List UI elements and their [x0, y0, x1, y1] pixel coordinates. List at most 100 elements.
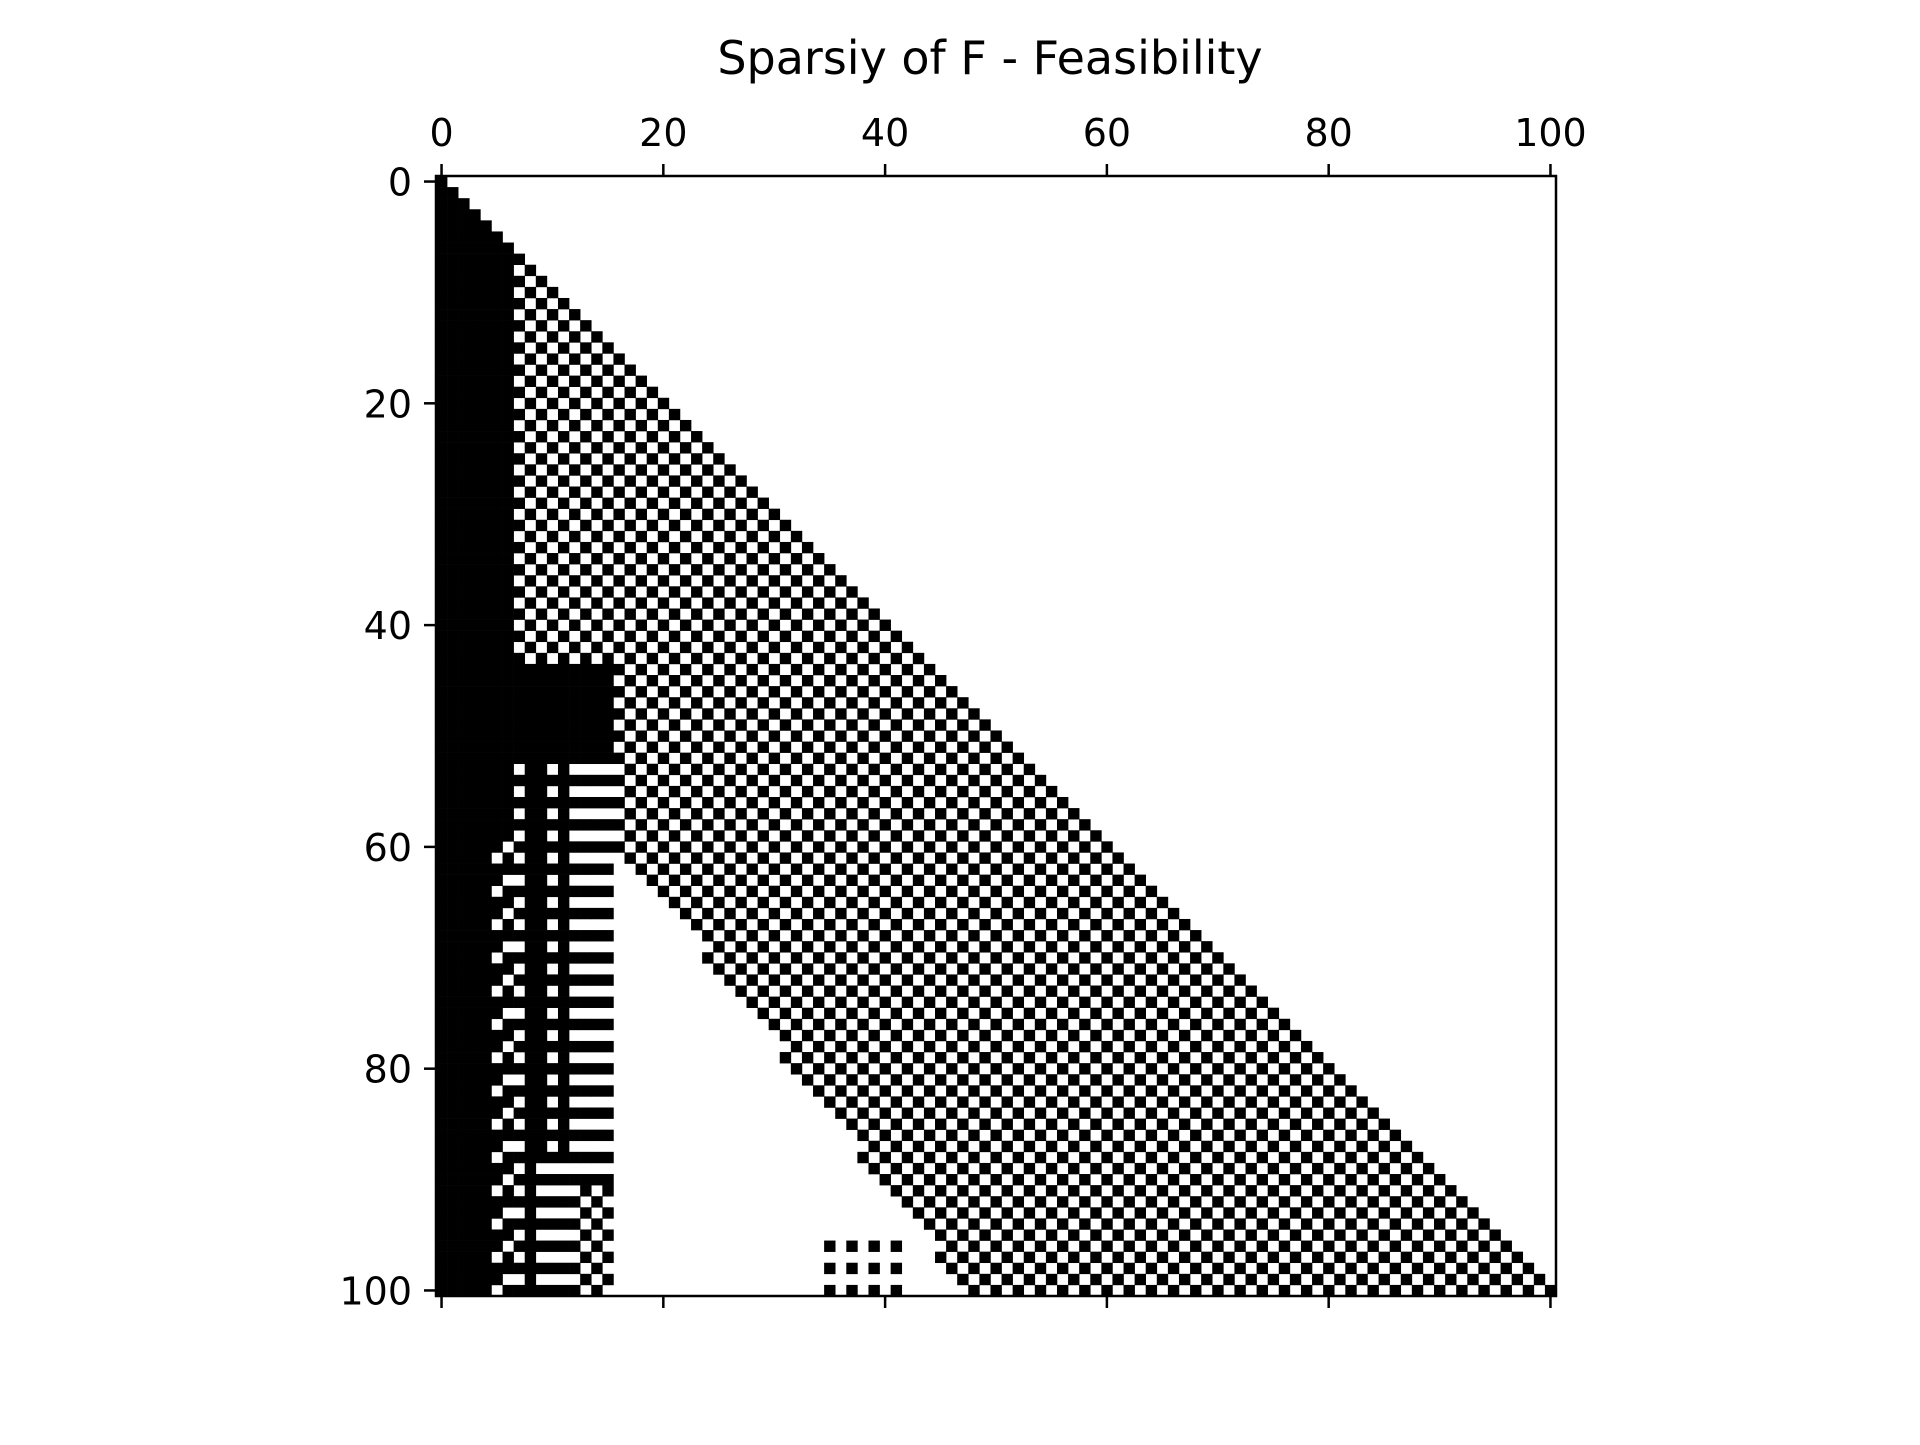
nonzero-cell	[546, 907, 559, 920]
nonzero-cell	[447, 1185, 459, 1197]
nonzero-cell	[857, 841, 869, 853]
nonzero-cell	[546, 464, 559, 476]
nonzero-cell	[1056, 907, 1069, 920]
nonzero-cell	[491, 275, 503, 288]
nonzero-cell	[1323, 1218, 1335, 1230]
nonzero-cell	[990, 885, 1002, 898]
nonzero-cell	[447, 1118, 459, 1130]
nonzero-cell	[1001, 1118, 1013, 1130]
nonzero-cell	[480, 253, 492, 266]
nonzero-cell	[447, 1196, 459, 1208]
nonzero-cell	[813, 575, 825, 587]
nonzero-cell	[580, 608, 592, 620]
nonzero-cell	[557, 652, 570, 665]
nonzero-cell	[1434, 1196, 1446, 1208]
nonzero-cell	[491, 475, 503, 487]
nonzero-cell	[1212, 974, 1224, 986]
nonzero-cell	[1400, 1207, 1413, 1219]
nonzero-cell	[491, 497, 503, 509]
nonzero-cell	[868, 808, 880, 820]
nonzero-cell	[458, 885, 470, 898]
nonzero-cell	[480, 1284, 492, 1297]
nonzero-cell	[1356, 1207, 1368, 1219]
nonzero-cell	[535, 564, 548, 576]
nonzero-cell	[1334, 1251, 1346, 1264]
nonzero-cell	[535, 1218, 548, 1230]
nonzero-cell	[480, 630, 492, 643]
nonzero-cell	[702, 863, 714, 875]
nonzero-cell	[1201, 1052, 1213, 1064]
nonzero-cell	[901, 752, 914, 765]
nonzero-cell	[713, 497, 725, 509]
nonzero-cell	[1478, 1218, 1490, 1230]
nonzero-cell	[835, 708, 847, 720]
nonzero-cell	[790, 530, 803, 543]
nonzero-cell	[923, 752, 936, 765]
nonzero-cell	[968, 730, 980, 742]
nonzero-cell	[1178, 1251, 1191, 1264]
nonzero-cell	[436, 375, 448, 387]
nonzero-cell	[1079, 1151, 1091, 1164]
nonzero-cell	[458, 297, 470, 310]
nonzero-cell	[480, 597, 492, 609]
nonzero-cell	[524, 830, 537, 842]
nonzero-cell	[502, 1018, 514, 1031]
nonzero-cell	[480, 719, 492, 731]
nonzero-cell	[480, 941, 492, 953]
nonzero-cell	[1068, 941, 1080, 953]
nonzero-cell	[535, 830, 548, 842]
nonzero-cell	[469, 1185, 481, 1197]
nonzero-cell	[1023, 763, 1036, 776]
nonzero-cell	[1090, 1007, 1102, 1020]
nonzero-cell	[535, 963, 548, 975]
nonzero-cell	[801, 719, 814, 731]
nonzero-cell	[912, 675, 925, 687]
nonzero-cell	[1256, 1196, 1268, 1208]
nonzero-cell	[979, 830, 991, 842]
nonzero-cell	[480, 796, 492, 809]
nonzero-cell	[779, 1052, 792, 1064]
nonzero-cell	[1256, 1063, 1268, 1075]
nonzero-cell	[1056, 952, 1069, 964]
nonzero-cell	[813, 1040, 825, 1053]
nonzero-cell	[469, 419, 481, 432]
nonzero-cell	[912, 719, 925, 731]
nonzero-cell	[768, 553, 781, 565]
nonzero-cell	[946, 1018, 958, 1031]
nonzero-cell	[1012, 841, 1025, 853]
nonzero-cell	[1056, 1129, 1069, 1142]
nonzero-cell	[979, 1118, 991, 1130]
nonzero-cell	[668, 652, 681, 665]
nonzero-cell	[546, 1262, 559, 1275]
nonzero-cell	[923, 996, 936, 1008]
nonzero-cell	[502, 663, 514, 676]
nonzero-cell	[480, 353, 492, 365]
nonzero-cell	[436, 553, 448, 565]
nonzero-cell	[757, 497, 769, 509]
nonzero-cell	[990, 1063, 1002, 1075]
nonzero-cell	[879, 907, 891, 920]
nonzero-cell	[591, 1063, 603, 1075]
nonzero-cell	[580, 1063, 592, 1075]
nonzero-cell	[436, 397, 448, 410]
nonzero-cell	[513, 1174, 526, 1186]
nonzero-cell	[591, 1107, 603, 1119]
nonzero-cell	[646, 408, 659, 421]
nonzero-cell	[1234, 1018, 1246, 1031]
nonzero-cell	[458, 763, 470, 776]
nonzero-cell	[990, 1129, 1002, 1142]
nonzero-cell	[524, 852, 537, 864]
nonzero-cell	[1023, 1029, 1036, 1042]
nonzero-cell	[946, 1040, 958, 1053]
nonzero-cell	[1012, 1018, 1025, 1031]
nonzero-cell	[524, 1040, 537, 1053]
nonzero-cell	[602, 1229, 614, 1241]
nonzero-cell	[491, 841, 503, 853]
nonzero-cell	[524, 996, 537, 1008]
nonzero-cell	[713, 453, 725, 465]
nonzero-cell	[1356, 1140, 1368, 1153]
nonzero-cell	[746, 597, 758, 609]
nonzero-cell	[923, 863, 936, 875]
nonzero-cell	[436, 663, 448, 676]
nonzero-cell	[868, 1140, 880, 1153]
